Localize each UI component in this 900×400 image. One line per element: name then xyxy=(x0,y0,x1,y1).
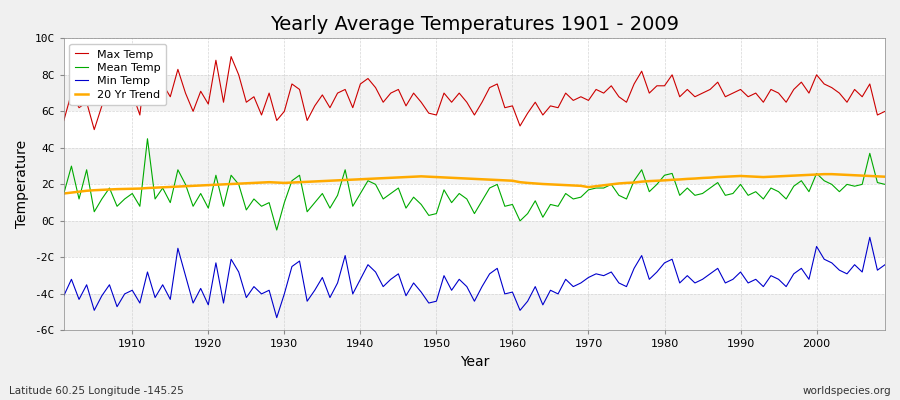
Mean Temp xyxy=(515,218,526,223)
Min Temp xyxy=(294,259,305,264)
Max Temp xyxy=(302,118,312,123)
Min Temp xyxy=(340,253,351,258)
Min Temp xyxy=(606,270,616,274)
Max Temp xyxy=(58,118,69,123)
Mean Temp xyxy=(347,204,358,209)
20 Yr Trend xyxy=(286,180,297,185)
20 Yr Trend xyxy=(332,178,343,183)
Bar xyxy=(64,294,885,330)
20 Yr Trend xyxy=(507,178,517,183)
Max Temp xyxy=(522,111,533,116)
Max Temp xyxy=(347,105,358,110)
Max Temp xyxy=(879,109,890,114)
Mean Temp xyxy=(522,211,533,216)
Mean Temp xyxy=(302,209,312,214)
Line: Mean Temp: Mean Temp xyxy=(64,139,885,230)
Line: 20 Yr Trend: 20 Yr Trend xyxy=(64,174,885,194)
Mean Temp xyxy=(614,193,625,198)
Legend: Max Temp, Mean Temp, Min Temp, 20 Yr Trend: Max Temp, Mean Temp, Min Temp, 20 Yr Tre… xyxy=(69,44,166,106)
Min Temp xyxy=(515,308,526,313)
Min Temp xyxy=(507,290,517,294)
Max Temp xyxy=(89,127,100,132)
Y-axis label: Temperature: Temperature xyxy=(15,140,29,228)
Min Temp xyxy=(120,292,130,296)
Title: Yearly Average Temperatures 1901 - 2009: Yearly Average Temperatures 1901 - 2009 xyxy=(270,15,679,34)
Min Temp xyxy=(864,235,875,240)
Max Temp xyxy=(127,91,138,96)
Bar xyxy=(64,75,885,111)
X-axis label: Year: Year xyxy=(460,355,489,369)
Max Temp xyxy=(614,94,625,99)
Mean Temp xyxy=(271,228,282,232)
Mean Temp xyxy=(142,136,153,141)
Mean Temp xyxy=(58,191,69,196)
20 Yr Trend xyxy=(500,178,510,183)
20 Yr Trend xyxy=(819,172,830,176)
Min Temp xyxy=(271,315,282,320)
Min Temp xyxy=(879,262,890,267)
Mean Temp xyxy=(879,182,890,187)
Text: worldspecies.org: worldspecies.org xyxy=(803,386,891,396)
Line: Min Temp: Min Temp xyxy=(64,237,885,318)
Min Temp xyxy=(58,293,69,298)
20 Yr Trend xyxy=(598,183,609,188)
Mean Temp xyxy=(120,196,130,201)
Text: Latitude 60.25 Longitude -145.25: Latitude 60.25 Longitude -145.25 xyxy=(9,386,184,396)
Bar xyxy=(64,148,885,184)
20 Yr Trend xyxy=(879,174,890,179)
20 Yr Trend xyxy=(58,191,69,196)
Bar xyxy=(64,221,885,257)
Max Temp xyxy=(515,124,526,128)
Max Temp xyxy=(142,45,153,50)
20 Yr Trend xyxy=(120,186,130,191)
Line: Max Temp: Max Temp xyxy=(64,48,885,130)
